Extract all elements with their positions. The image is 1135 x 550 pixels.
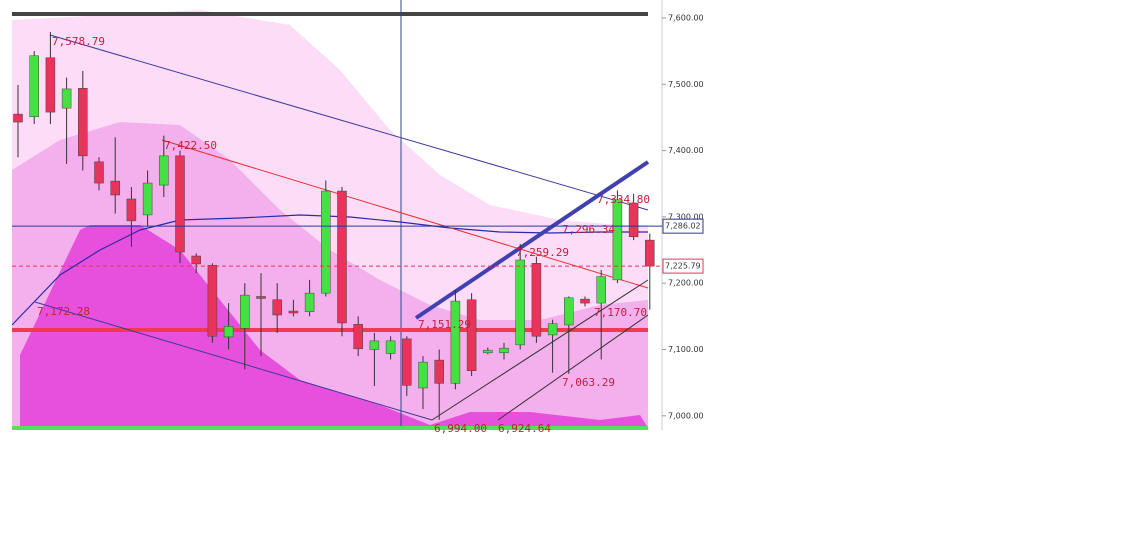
candle-body <box>612 199 623 281</box>
candle-body <box>110 180 120 196</box>
candle-body <box>94 161 104 184</box>
price-label: 7,225.79 <box>665 262 701 271</box>
candle-body <box>628 202 639 238</box>
candle-body <box>288 310 299 314</box>
candle-body <box>353 324 363 350</box>
candle-body <box>418 361 428 389</box>
price-label: 7,286.02 <box>665 222 701 231</box>
annotation: 7,259.29 <box>516 246 569 259</box>
annotation: 6,924.64 <box>498 422 551 435</box>
candle-body <box>78 88 88 157</box>
candle-body <box>337 190 347 324</box>
candle-body <box>223 326 234 338</box>
candle-body <box>515 259 525 346</box>
y-tick-label: 7,200.00 <box>668 279 704 288</box>
candle-body <box>531 263 542 337</box>
annotation: 7,422.50 <box>164 139 217 152</box>
annotation: 6,994.00 <box>434 422 487 435</box>
y-tick-label: 7,100.00 <box>668 345 704 354</box>
candle-body <box>191 255 201 265</box>
annotation: 7,170.70 <box>594 306 647 319</box>
candle-body <box>13 113 23 123</box>
annotation: 7,296.34 <box>562 223 615 236</box>
candle-body <box>29 55 39 118</box>
candle-body <box>434 359 444 384</box>
y-tick-label: 7,600.00 <box>668 13 704 22</box>
core-band <box>20 225 648 428</box>
candle-body <box>483 349 493 354</box>
annotation: 7,151.29 <box>418 318 471 331</box>
candle-body <box>272 299 282 316</box>
candle-body <box>450 300 461 384</box>
candle-body <box>240 294 250 329</box>
channel-line <box>431 279 649 421</box>
candle-body <box>256 296 266 299</box>
candle-body <box>369 340 380 350</box>
annotation: 7,578.79 <box>52 35 105 48</box>
annotation: 7,063.29 <box>562 376 615 389</box>
candle-body <box>596 276 606 304</box>
y-tick-label: 7,300.00 <box>668 212 704 221</box>
annotation: 7,172.28 <box>37 305 90 318</box>
price-box <box>662 258 704 274</box>
trend-line <box>414 160 650 320</box>
candle-body <box>321 190 331 294</box>
candle-body <box>45 57 56 113</box>
candle-body <box>61 88 72 109</box>
candle-body <box>126 198 137 222</box>
candle-body <box>402 338 412 386</box>
candle-body <box>466 299 477 371</box>
candle-body <box>207 265 218 337</box>
candle-body <box>564 297 574 326</box>
candle-body <box>175 155 185 253</box>
candle-body <box>499 347 509 354</box>
candle-body <box>304 292 315 312</box>
candle-body <box>645 239 655 267</box>
y-tick-label: 7,500.00 <box>668 80 704 89</box>
candle-body <box>580 298 590 304</box>
y-tick-label: 7,400.00 <box>668 146 704 155</box>
trend-line <box>34 301 433 421</box>
candles <box>13 32 655 420</box>
y-tick-label: 7,000.00 <box>668 411 704 420</box>
trend-line <box>161 139 649 289</box>
trend-line <box>49 34 649 211</box>
price-box <box>662 218 704 234</box>
annotation: 7,334.80 <box>597 193 650 206</box>
channel-line <box>497 314 649 421</box>
candle-body <box>547 323 558 336</box>
candle-body <box>142 182 153 216</box>
candle-body <box>159 155 169 186</box>
candle-body <box>385 340 396 354</box>
